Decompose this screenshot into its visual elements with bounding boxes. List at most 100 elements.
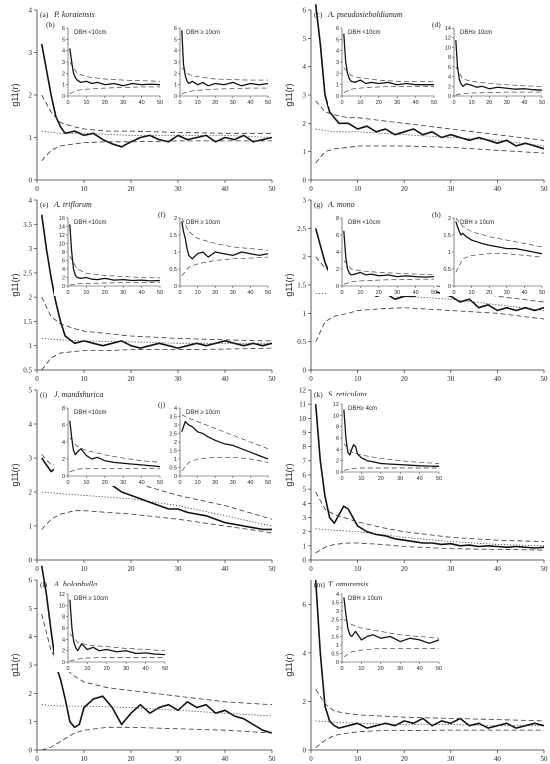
inset-y-tick-label: 4 bbox=[336, 592, 339, 598]
inset-y-tick-label: 2 bbox=[336, 71, 339, 77]
panel-tag: (c) bbox=[314, 10, 323, 19]
y-axis-label: g11(r) bbox=[284, 463, 294, 486]
inset-y-tick-label: 5 bbox=[174, 37, 177, 43]
x-tick-label: 40 bbox=[222, 565, 230, 573]
x-tick-label: 20 bbox=[401, 375, 409, 383]
inset-x-tick-label: 40 bbox=[413, 290, 419, 296]
main-series-csr bbox=[41, 704, 273, 717]
inset-x-tick-label: 0 bbox=[340, 100, 343, 106]
inset-y-tick-label: 2 bbox=[336, 626, 339, 632]
inset-series-lower bbox=[343, 278, 434, 285]
y-tick-label: 1.5 bbox=[297, 282, 306, 290]
x-tick-label: 40 bbox=[494, 375, 502, 383]
inset-x-tick-label: 50 bbox=[436, 666, 442, 672]
species-name: P. koraiensis bbox=[53, 10, 95, 19]
inset-x-tick-label: 0 bbox=[340, 476, 343, 482]
inset-x-tick-label: 50 bbox=[431, 290, 437, 296]
inset-y-tick-label: 4 bbox=[174, 406, 177, 412]
y-tick-label: 2 bbox=[303, 253, 307, 261]
inset-x-tick-label: 50 bbox=[265, 290, 271, 296]
main-series-csr bbox=[315, 720, 544, 727]
x-tick-label: 40 bbox=[494, 565, 502, 573]
x-tick-label: 50 bbox=[541, 565, 549, 573]
inset-x-tick-label: 20 bbox=[376, 290, 382, 296]
inset-series-lower bbox=[343, 86, 434, 93]
inset-x-tick-label: 10 bbox=[358, 476, 364, 482]
y-tick-label: 0 bbox=[29, 557, 33, 565]
inset-x-tick-label: 50 bbox=[539, 100, 545, 106]
x-tick-label: 0 bbox=[35, 185, 39, 193]
inset-series-observed bbox=[69, 224, 161, 282]
inset-y-tick-label: 6 bbox=[62, 259, 65, 265]
inset-series-upper bbox=[69, 256, 161, 279]
inset-label: DBH≥ 10cm bbox=[460, 30, 492, 36]
inset-series-upper bbox=[181, 67, 268, 81]
inset-y-tick-label: 4 bbox=[62, 267, 65, 273]
y-tick-label: 2 bbox=[29, 489, 33, 497]
inset-a-1: 0 1 2 3 4 5 6 0 10 20 30 40 50 DBH ≥ 10cm bbox=[166, 20, 271, 106]
x-tick-label: 40 bbox=[494, 755, 502, 763]
y-tick-label: 5 bbox=[303, 35, 307, 43]
x-tick-label: 40 bbox=[222, 755, 230, 763]
inset-x-tick-label: 20 bbox=[102, 100, 108, 106]
species-name: A. holophylla bbox=[53, 580, 97, 589]
inset-x-tick-label: 0 bbox=[66, 290, 69, 296]
inset-x-tick-label: 40 bbox=[143, 666, 149, 672]
y-tick-label: 2 bbox=[303, 120, 307, 128]
inset-x-tick-label: 0 bbox=[452, 290, 455, 296]
inset-y-tick-label: 0 bbox=[174, 474, 177, 480]
inset-label: DBH ≥ 10cm bbox=[460, 220, 494, 226]
panel-tag: (a) bbox=[40, 10, 49, 19]
inset-y-tick-label: 0 bbox=[174, 94, 177, 100]
x-tick-label: 20 bbox=[401, 755, 409, 763]
inset-series-observed bbox=[69, 48, 161, 87]
inset-y-tick-label: 0 bbox=[336, 94, 339, 100]
inset-y-tick-label: 4 bbox=[62, 440, 65, 446]
inset-background bbox=[54, 210, 162, 296]
inset-background bbox=[54, 586, 167, 672]
inset-background bbox=[328, 396, 441, 482]
inset-y-tick-label: 4 bbox=[62, 637, 65, 643]
x-tick-label: 20 bbox=[128, 565, 136, 573]
y-tick-label: 0 bbox=[29, 177, 33, 185]
inset-x-tick-label: 10 bbox=[83, 480, 89, 486]
inset-y-tick-label: 10 bbox=[59, 242, 65, 248]
y-tick-label: 6 bbox=[303, 601, 307, 609]
y-tick-label: 1.5 bbox=[23, 318, 32, 326]
inset-x-tick-label: 20 bbox=[212, 100, 218, 106]
inset-y-tick-label: 2 bbox=[336, 459, 339, 465]
inset-y-tick-label: 4 bbox=[336, 250, 339, 256]
inset-background bbox=[54, 400, 162, 486]
x-tick-label: 20 bbox=[401, 185, 409, 193]
inset-y-tick-label: 0 bbox=[62, 474, 65, 480]
inset-x-tick-label: 10 bbox=[469, 290, 475, 296]
inset-x-tick-label: 30 bbox=[397, 476, 403, 482]
inset-y-tick-label: 0 bbox=[62, 660, 65, 666]
inset-x-tick-label: 30 bbox=[394, 100, 400, 106]
inset-c-0: 0 1 2 3 4 5 6 0 10 20 30 40 50 DBH <10cm bbox=[328, 20, 437, 106]
main-series-lower bbox=[41, 347, 273, 371]
y-axis-label: g11(r) bbox=[10, 273, 20, 296]
inset-y-tick-label: 3 bbox=[174, 60, 177, 66]
inset-y-tick-label: 0.5 bbox=[443, 267, 451, 273]
inset-x-tick-label: 0 bbox=[452, 100, 455, 106]
species-name: A. mono bbox=[327, 200, 355, 209]
x-tick-label: 30 bbox=[175, 185, 183, 193]
inset-y-tick-label: 1 bbox=[336, 83, 339, 89]
inset-series-upper bbox=[455, 66, 543, 87]
inset-series-observed bbox=[181, 30, 269, 87]
inset-x-tick-label: 30 bbox=[230, 100, 236, 106]
panel-tag: (l) bbox=[40, 580, 48, 589]
inset-series-upper bbox=[343, 67, 435, 83]
inset-x-tick-label: 20 bbox=[378, 476, 384, 482]
inset-series-observed bbox=[343, 33, 434, 86]
inset-x-tick-label: 0 bbox=[66, 666, 69, 672]
x-tick-label: 20 bbox=[401, 565, 409, 573]
inset-series-upper bbox=[343, 260, 435, 275]
inset-x-tick-label: 50 bbox=[539, 290, 545, 296]
